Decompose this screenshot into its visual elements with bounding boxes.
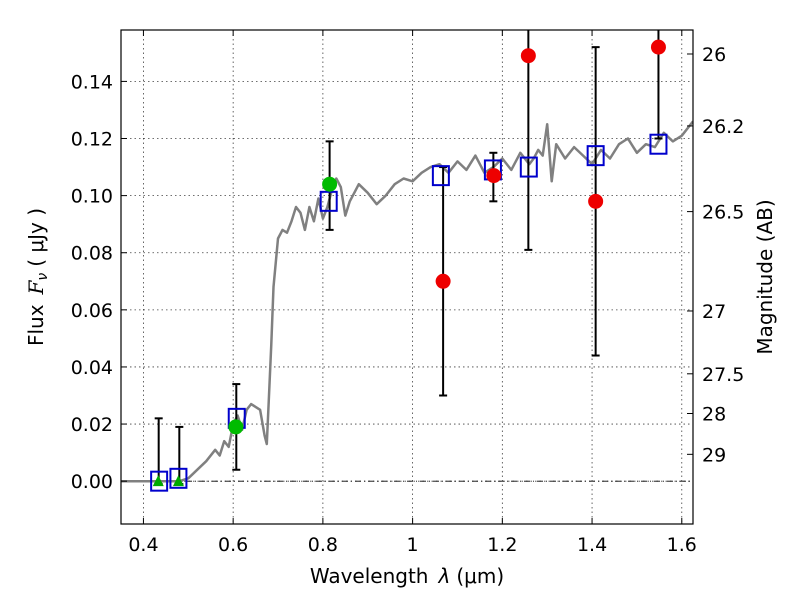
y-tick-label: 0.04: [71, 357, 113, 379]
sed-model-line: [121, 120, 693, 483]
x-tick-label: 1.6: [667, 534, 697, 556]
right-axis-label: Magnitude (AB): [753, 199, 777, 354]
model-square-marker: [319, 190, 338, 212]
axis-ticks: 0.4 0.6 0.8 1 1.2 1.4 1.6 0.00 0.02 0.04 0.06 0.08 0…: [71, 30, 744, 556]
y-tick-label: 0.08: [71, 243, 113, 265]
plot-area: [121, 30, 693, 492]
observed-point-red: [650, 39, 666, 55]
y-tick-label: 0.00: [71, 471, 113, 493]
x-axis-label: Wavelength λ (μm): [310, 564, 504, 588]
right-tick-label: 26.5: [702, 202, 744, 224]
y-tick-label: 0.14: [71, 71, 113, 93]
grid: [121, 30, 693, 524]
y-tick-label: 0.02: [71, 414, 113, 436]
right-tick-label: 26.2: [702, 116, 744, 138]
observed-point-red: [520, 48, 536, 64]
x-tick-label: 0.6: [218, 534, 248, 556]
right-tick-label: 29: [702, 444, 726, 466]
x-tick-label: 1.2: [487, 534, 517, 556]
observed-point-red: [435, 273, 451, 289]
x-tick-label: 1: [407, 534, 419, 556]
model-square-marker: [431, 165, 450, 187]
x-tick-label: 0.8: [308, 534, 338, 556]
right-tick-label: 27.5: [702, 364, 744, 386]
x-tick-label: 1.4: [577, 534, 607, 556]
y-axis-label: FluxFν( μJy ): [24, 208, 51, 346]
observed-point-green: [228, 419, 244, 435]
upper-limit-triangle: [172, 475, 184, 487]
right-tick-label: 28: [702, 403, 726, 425]
observed-point-red: [588, 193, 604, 209]
model-square-marker: [649, 133, 668, 155]
observed-point-green: [322, 176, 338, 192]
model-square-marker: [169, 467, 188, 489]
model-square-marker: [150, 470, 169, 492]
model-square-marker: [519, 156, 538, 178]
upper-limit-triangle: [152, 475, 164, 487]
plot-frame: [120, 29, 694, 525]
y-tick-label: 0.10: [71, 186, 113, 208]
y-tick-label: 0.06: [71, 300, 113, 322]
y-tick-label: 0.12: [71, 129, 113, 151]
x-tick-label: 0.4: [128, 534, 158, 556]
right-tick-label: 27: [702, 301, 726, 323]
observed-point-red: [486, 168, 502, 184]
right-tick-label: 26: [702, 44, 726, 66]
model-square-marker: [586, 145, 605, 167]
